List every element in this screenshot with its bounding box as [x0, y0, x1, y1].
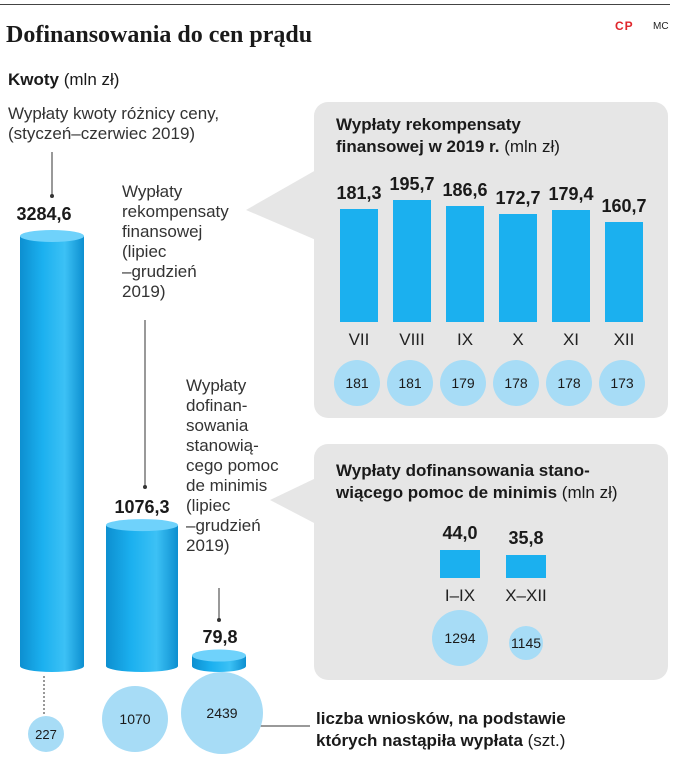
label-c-line6: de minimis — [186, 476, 268, 495]
label-c-line8: –grudzień — [186, 516, 261, 535]
panel-deminimis — [314, 444, 668, 680]
deminimis-value-1: 35,8 — [508, 528, 544, 549]
monthly-bar-IX — [446, 205, 484, 322]
deminimis-category-0: I–IX — [444, 586, 476, 605]
monthly-bar-VII — [340, 208, 378, 322]
cylinder-bar-2 — [192, 649, 246, 672]
monthly-count-VII: 181 — [334, 360, 380, 406]
legend-bold-1: liczba wniosków, na podstawie — [316, 709, 566, 728]
label-c-line5: cego pomoc — [186, 456, 279, 475]
label-b-line2: rekompensaty — [122, 202, 229, 221]
label-b: Wypłaty rekompensaty finansowej (lipiec … — [122, 182, 229, 302]
panel-deminimis-title: Wypłaty dofinansowania stano- wiącego po… — [336, 460, 618, 504]
label-c-line9: 2019) — [186, 536, 230, 555]
deminimis-bar-0 — [440, 550, 480, 578]
monthly-category-VII: VII — [348, 330, 370, 349]
monthly-bar-X — [499, 214, 537, 322]
panel-monthly-title: Wypłaty rekompensaty finansowej w 2019 r… — [336, 114, 560, 158]
panel-deminimis-title-1: Wypłaty dofinansowania stano- — [336, 461, 590, 480]
label-b-line5: –grudzień — [122, 262, 197, 281]
monthly-category-XII: XII — [613, 330, 635, 349]
panel-monthly-title-2: finansowej w 2019 r. — [336, 137, 500, 156]
connector-a-dot — [50, 194, 54, 198]
monthly-category-IX: IX — [456, 330, 474, 349]
legend-bold-2: których nastąpiła wypłata — [316, 731, 523, 750]
count-legend: liczba wniosków, na podstawie których na… — [316, 708, 566, 752]
label-a-line1: Wypłaty kwoty różnicy ceny, — [8, 104, 220, 123]
panel-monthly-title-1: Wypłaty rekompensaty — [336, 115, 521, 134]
legend-units: (szt.) — [527, 731, 566, 750]
label-b-line1: Wypłaty — [122, 182, 183, 201]
author-credit: MC — [653, 21, 669, 32]
cylinder-bar-1 — [106, 519, 178, 672]
label-c-line7: (lipiec — [186, 496, 231, 515]
monthly-bar-XI — [552, 210, 590, 322]
value-label-a: 3284,6 — [16, 204, 72, 224]
deminimis-value-0: 44,0 — [442, 523, 478, 543]
label-c: Wypłaty dofinan- sowania stanowią- cego … — [186, 376, 279, 556]
label-b-line3: finansowej — [122, 222, 203, 241]
panel-monthly-pointer — [246, 170, 316, 240]
monthly-value-VII: 181,3 — [336, 182, 382, 203]
monthly-value-IX: 186,6 — [442, 179, 488, 200]
count-bubble-c: 2439 — [181, 672, 263, 754]
units-bold: Kwoty — [8, 70, 59, 89]
units-label: Kwoty (mln zł) — [8, 70, 119, 90]
cylinder-bar-0 — [20, 230, 84, 672]
label-c-line1: Wypłaty — [186, 376, 247, 395]
monthly-category-X: X — [512, 330, 524, 349]
panel-deminimis-title-2: wiącego pomoc de minimis — [336, 483, 558, 502]
monthly-count-X: 178 — [493, 360, 539, 406]
label-b-line6: 2019) — [122, 282, 166, 301]
label-b-line4: (lipiec — [122, 242, 167, 261]
page-title: Dofinansowania do cen prądu — [6, 22, 313, 48]
connector-c-dot — [217, 618, 221, 622]
connector-b-dot — [143, 485, 147, 489]
label-c-line2: dofinan- — [186, 396, 248, 415]
label-c-line4: stanowią- — [186, 436, 259, 455]
monthly-count-XI: 178 — [546, 360, 592, 406]
label-a: Wypłaty kwoty różnicy ceny, (styczeń–cze… — [8, 104, 219, 144]
count-bubble-a: 227 — [28, 716, 64, 752]
monthly-category-VIII: VIII — [399, 330, 425, 349]
label-c-line3: sowania — [186, 416, 249, 435]
units-text: (mln zł) — [63, 70, 120, 89]
panel-deminimis-units: (mln zł) — [561, 483, 618, 502]
deminimis-count-0: 1294 — [432, 610, 488, 666]
label-a-line2: (styczeń–czerwiec 2019) — [8, 124, 196, 143]
deminimis-category-1: X–XII — [505, 586, 547, 605]
value-label-b: 1076,3 — [114, 497, 170, 517]
monthly-bar-VIII — [393, 200, 431, 322]
panel-monthly-units: (mln zł) — [504, 137, 560, 156]
monthly-value-XII: 160,7 — [601, 195, 647, 216]
monthly-category-XI: XI — [562, 330, 580, 349]
deminimis-count-1: 1145 — [509, 626, 543, 660]
panel-deminimis-pointer — [270, 478, 316, 524]
count-bubble-b: 1070 — [102, 686, 168, 752]
value-label-c: 79,8 — [202, 627, 238, 647]
monthly-bar-XII — [605, 221, 643, 322]
monthly-value-VIII: 195,7 — [389, 174, 435, 194]
monthly-value-X: 172,7 — [495, 188, 541, 209]
top-rule — [0, 4, 670, 5]
publisher-logo: CP — [615, 19, 634, 33]
monthly-count-IX: 179 — [440, 360, 486, 406]
monthly-value-XI: 179,4 — [548, 184, 594, 205]
deminimis-bar-1 — [506, 555, 546, 578]
monthly-count-XII: 173 — [599, 360, 645, 406]
monthly-count-VIII: 181 — [387, 360, 433, 406]
